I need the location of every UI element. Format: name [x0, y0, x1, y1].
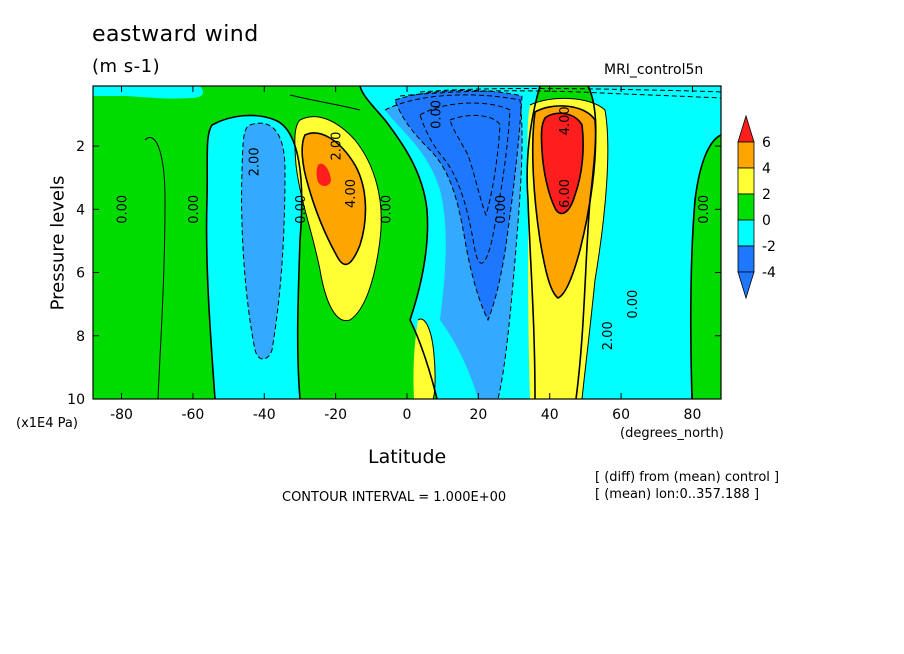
contour-interval-label: CONTOUR INTERVAL = 1.000E+00 [282, 490, 507, 505]
contour-zero-sh [211, 114, 303, 399]
contour-pos-nh-6 [540, 112, 584, 215]
colorbar-segment [737, 141, 755, 169]
contour-neg-equatorial-3 [419, 102, 511, 264]
contour-pos-nh-4 [531, 105, 597, 299]
x-tick-label: -60 [181, 407, 204, 423]
contour-pos-midlat-sh [289, 94, 361, 111]
x-tick-label: 80 [684, 407, 702, 423]
contour-label: 0.00 [187, 195, 202, 224]
colorbar: 6 4 2 0 -2 -4 [737, 114, 776, 300]
y-tick-label: 8 [76, 329, 85, 345]
fill-neg-nh-highlat [576, 86, 721, 399]
mean-note: [ (mean) lon:0..357.188 ] [595, 487, 760, 502]
x-tick-label: 20 [469, 407, 487, 423]
x-axis-label: Latitude [368, 446, 447, 468]
y-tick-label: 10 [67, 392, 85, 408]
contour-label-text: 0.00 [116, 195, 131, 224]
colorbar-upper-arrow [737, 114, 755, 143]
contour-label: 4.00 [344, 179, 359, 208]
contour-labels: 0.00 0.00 2.00 0.00 2.00 4.00 0.00 0.00 0.00 4.00… [116, 100, 713, 350]
contour-pos-equatorial-surface [417, 318, 436, 399]
contour-pos-nh-2 [529, 97, 609, 399]
contour-pos-polar-sh [144, 137, 166, 399]
contour-label-text: 4.00 [344, 179, 359, 208]
colorbar-segment [737, 193, 755, 221]
contour-label: 4.00 [558, 106, 573, 135]
plot-area [93, 86, 721, 399]
colorbar-lower-arrow [737, 271, 755, 300]
contour-pos-sh-2 [294, 116, 382, 322]
contour-neg-top-2 [419, 87, 721, 93]
colorbar-segment [737, 219, 755, 247]
contour-label-text: 0.00 [430, 100, 445, 129]
contour-label-text: 2.00 [601, 321, 616, 350]
dataset-label: MRI_control5n [604, 62, 704, 78]
y-axis-ticks: 2 4 6 8 10 [67, 139, 721, 408]
x-tick-label: 0 [403, 407, 412, 423]
contour-zero-nh-polar [689, 134, 721, 399]
fill-neg4-equatorial [395, 90, 522, 320]
contour-label: 2.00 [330, 132, 345, 161]
chart-units: (m s-1) [92, 56, 161, 77]
y-tick-label: 2 [76, 139, 85, 155]
fill-neg-polar-sh [93, 86, 203, 99]
contour-label: 0.00 [626, 290, 641, 319]
diff-note: [ (diff) from (mean) control ] [595, 470, 780, 485]
contour-zero-equatorial-east [526, 86, 541, 399]
chart-title: eastward wind [92, 22, 259, 47]
x-tick-label: -80 [110, 407, 133, 423]
x-axis-ticks: -80 -60 -40 -20 0 20 40 60 80 [110, 86, 701, 423]
contour-label: 0.00 [430, 100, 445, 129]
contour-label: 2.00 [601, 321, 616, 350]
contour-label: 0.00 [380, 195, 395, 224]
y-tick-label: 4 [76, 202, 85, 218]
contour-label: 2.00 [248, 147, 263, 176]
contour-label-text: 0.00 [294, 195, 309, 224]
contour-neg-top-1 [399, 90, 721, 99]
colorbar-label: 2 [762, 187, 771, 203]
contour-label-text: 2.00 [248, 147, 263, 176]
x-tick-label: -40 [253, 407, 276, 423]
contour-neg-equatorial-2 [394, 89, 523, 322]
colorbar-segment [737, 245, 755, 273]
contour-label-text: 0.00 [380, 195, 395, 224]
contour-label: 0.00 [494, 195, 509, 224]
x-tick-label: 60 [612, 407, 630, 423]
colorbar-segment [737, 167, 755, 195]
colorbar-label: -4 [762, 265, 776, 281]
contour-label-text: 0.00 [187, 195, 202, 224]
contour-label: 0.00 [116, 195, 131, 224]
x-axis-unit-label: (degrees_north) [620, 426, 724, 441]
contour-zero-sh-west [205, 124, 216, 399]
contour-zero-equatorial-west [359, 86, 438, 399]
contour-label: 0.00 [294, 195, 309, 224]
colorbar-label: 6 [762, 135, 771, 151]
contour-neg-equatorial-1 [384, 94, 523, 399]
contour-label-text: 6.00 [558, 179, 573, 208]
contour-neg-equatorial-4 [449, 114, 501, 217]
contour-pos-sh-4 [301, 132, 367, 266]
colorbar-label: 4 [762, 161, 771, 177]
fill-neg2-sh-midlat [241, 123, 285, 360]
contour-label: 0.00 [697, 195, 712, 224]
contour-label-text: 0.00 [626, 290, 641, 319]
fill-pos6-sh-jet [316, 163, 331, 186]
contour-label: 6.00 [558, 179, 573, 208]
contour-label-text: 0.00 [494, 195, 509, 224]
contour-label-text: 4.00 [558, 106, 573, 135]
y-axis-unit-label: (x1E4 Pa) [16, 416, 78, 431]
fill-pos6-nh-jet [541, 113, 584, 214]
x-tick-label: -20 [324, 407, 347, 423]
colorbar-label: 0 [762, 213, 771, 229]
contour-label-text: 0.00 [697, 195, 712, 224]
colorbar-label: -2 [762, 239, 776, 255]
contour-neg-sh [241, 122, 286, 360]
x-tick-label: 40 [541, 407, 559, 423]
contour-label-text: 2.00 [330, 132, 345, 161]
y-tick-label: 6 [76, 266, 85, 282]
